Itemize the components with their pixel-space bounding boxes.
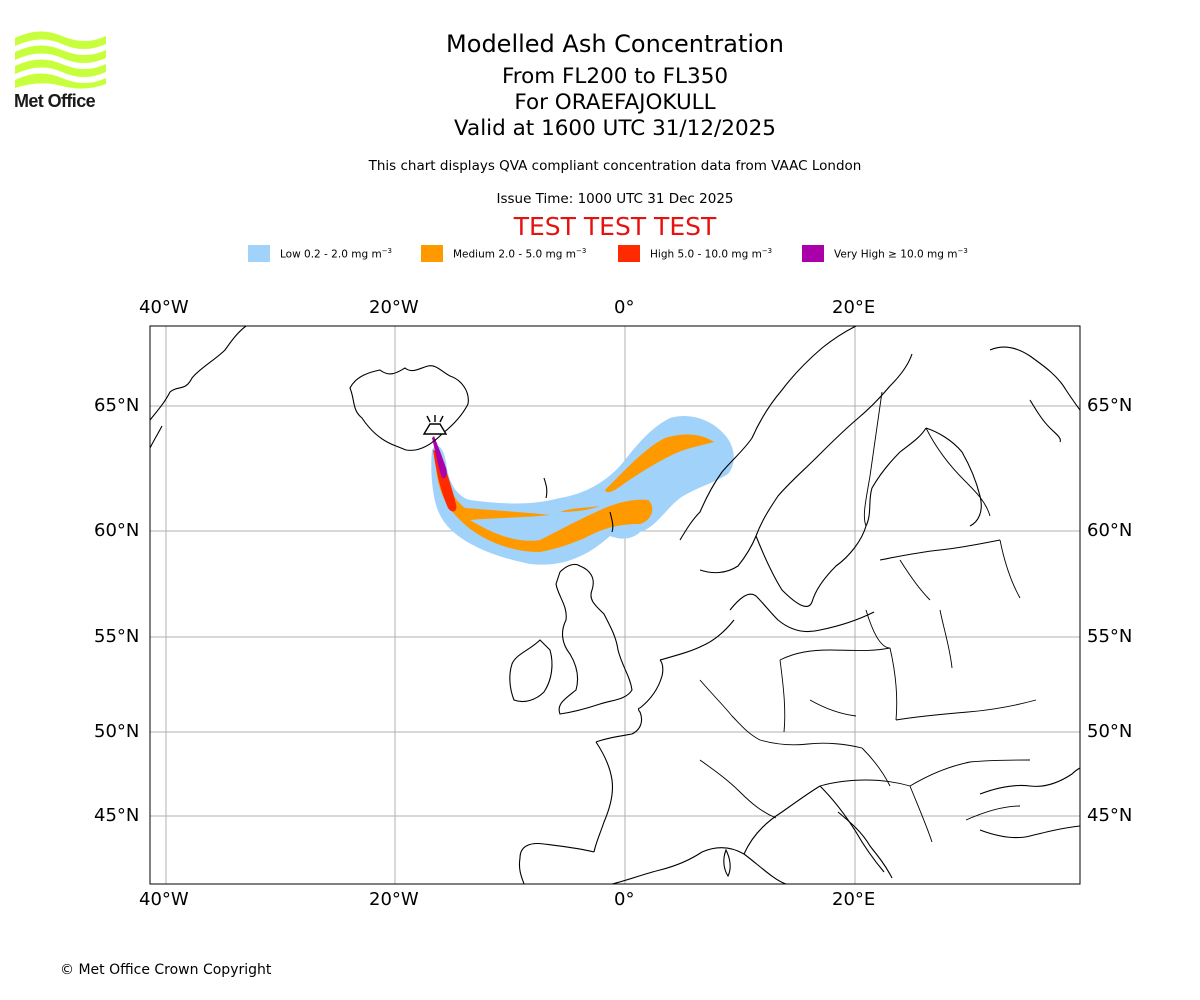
met-office-logo bbox=[15, 31, 106, 89]
chart-description: This chart displays QVA compliant concen… bbox=[368, 158, 862, 174]
issue-time: Issue Time: 1000 UTC 31 Dec 2025 bbox=[496, 191, 734, 207]
map-frame bbox=[149, 325, 1081, 885]
legend-label-very-high: Very High ≥ 10.0 mg m−3 bbox=[834, 247, 968, 261]
lat-label-right-65n: 65°N bbox=[1087, 395, 1133, 416]
lon-label-bottom-20w: 20°W bbox=[369, 889, 419, 910]
lat-label-left-65n: 65°N bbox=[94, 395, 140, 416]
legend-swatch-low bbox=[248, 245, 270, 262]
lat-label-left-50n: 50°N bbox=[94, 721, 140, 742]
chart-title: Modelled Ash Concentration bbox=[446, 30, 784, 58]
lon-label-top-20w: 20°W bbox=[369, 297, 419, 318]
ash-medium-area-2 bbox=[605, 434, 714, 493]
legend-label-low: Low 0.2 - 2.0 mg m−3 bbox=[280, 247, 393, 261]
flight-levels: From FL200 to FL350 bbox=[501, 64, 729, 89]
lat-label-right-55n: 55°N bbox=[1087, 626, 1133, 647]
country-borders bbox=[699, 391, 1037, 843]
legend-label-high: High 5.0 - 10.0 mg m−3 bbox=[650, 247, 773, 261]
met-office-wordmark: Met Office bbox=[14, 91, 96, 111]
copyright-notice: © Met Office Crown Copyright bbox=[60, 962, 272, 978]
lon-label-bottom-40w: 40°W bbox=[139, 889, 189, 910]
ash-very-high-area bbox=[432, 436, 447, 479]
legend: Low 0.2 - 2.0 mg m−3 Medium 2.0 - 5.0 mg… bbox=[0, 243, 1200, 263]
legend-swatch-medium bbox=[421, 245, 443, 262]
lat-label-left-45n: 45°N bbox=[94, 805, 140, 826]
lat-label-left-55n: 55°N bbox=[94, 626, 140, 647]
volcano-icon bbox=[422, 415, 448, 435]
legend-swatch-high bbox=[618, 245, 640, 262]
lat-label-right-50n: 50°N bbox=[1087, 721, 1133, 742]
coastlines bbox=[150, 326, 1080, 884]
lon-label-top-0: 0° bbox=[614, 297, 635, 318]
lon-label-bottom-20e: 20°E bbox=[832, 889, 876, 910]
lat-label-left-60n: 60°N bbox=[94, 520, 140, 541]
volcano-name: For ORAEFAJOKULL bbox=[514, 90, 716, 115]
valid-time: Valid at 1600 UTC 31/12/2025 bbox=[453, 116, 776, 141]
lon-label-bottom-0: 0° bbox=[614, 889, 635, 910]
lon-label-top-40w: 40°W bbox=[139, 297, 189, 318]
legend-label-medium: Medium 2.0 - 5.0 mg m−3 bbox=[453, 247, 587, 261]
ash-medium-area-3 bbox=[560, 506, 600, 512]
ash-medium-area-1 bbox=[436, 462, 653, 552]
test-banner: TEST TEST TEST bbox=[513, 212, 717, 241]
lon-label-top-20e: 20°E bbox=[832, 297, 876, 318]
lat-label-right-60n: 60°N bbox=[1087, 520, 1133, 541]
legend-swatch-very-high bbox=[802, 245, 824, 262]
gridlines bbox=[150, 326, 1080, 884]
lat-label-right-45n: 45°N bbox=[1087, 805, 1133, 826]
